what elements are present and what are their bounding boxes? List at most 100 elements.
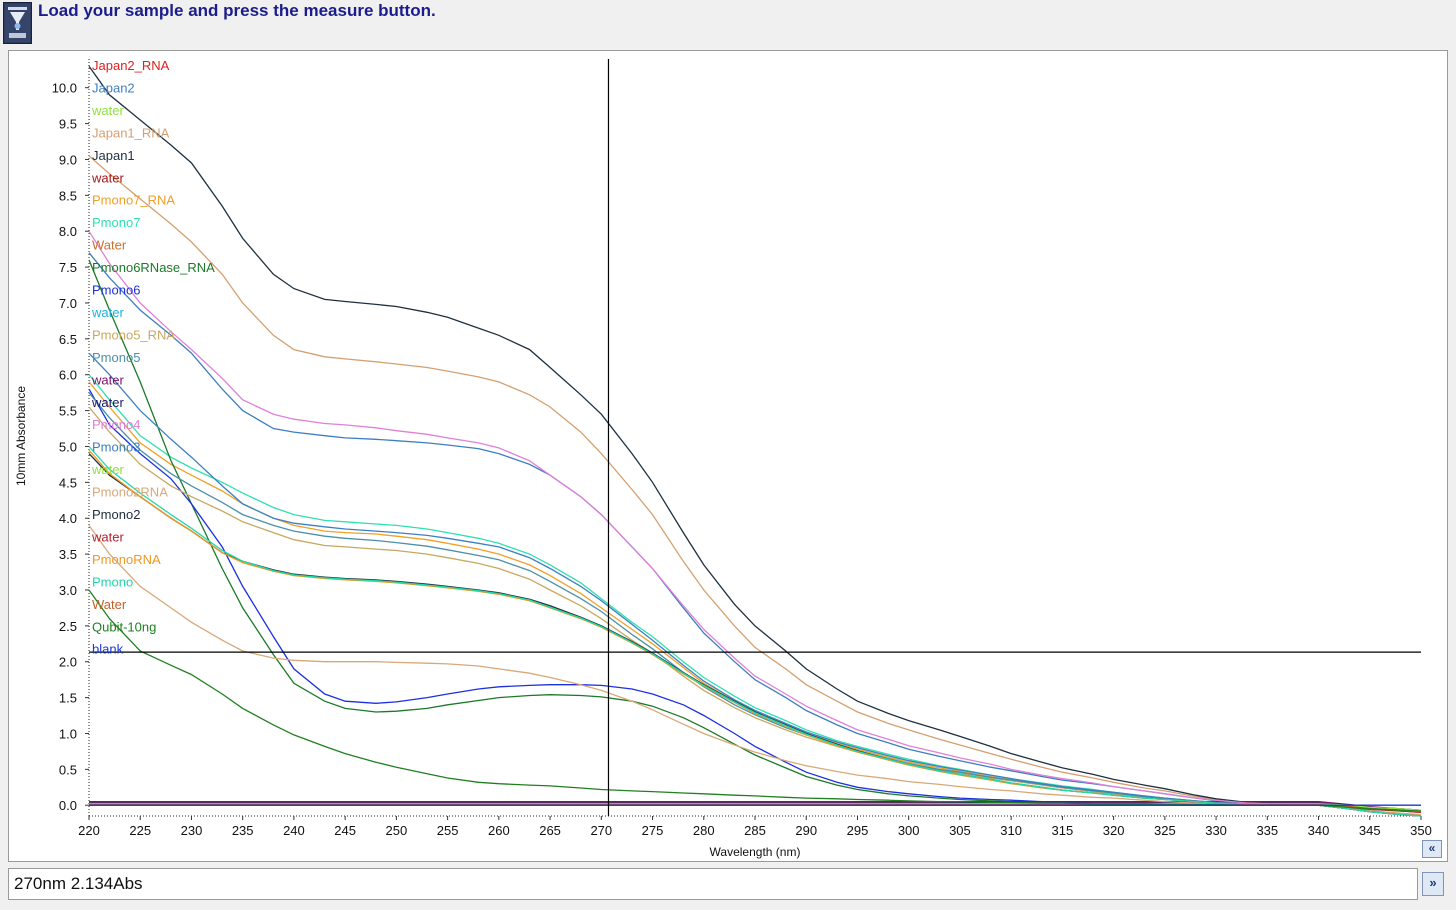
x-tick-label: 240 xyxy=(283,823,305,838)
axes: 220 225 230 235 240 245 250 255 260 265 270 275 280 2… xyxy=(52,59,1432,838)
legend-entry: water xyxy=(91,462,124,477)
x-tick-label: 230 xyxy=(181,823,203,838)
series-line-3 xyxy=(88,155,1422,817)
absorbance-chart[interactable]: 220 225 230 235 240 245 250 255 260 265 270 275 280 2… xyxy=(9,51,1447,861)
series-line-17 xyxy=(88,352,1422,817)
legend-entry: Pmono5_RNA xyxy=(92,327,175,342)
legend-entry: Pmono xyxy=(92,574,133,589)
y-tick-label: 0.0 xyxy=(59,798,77,813)
cursor-readout: 270nm 2.134Abs xyxy=(14,874,143,893)
series-line-1 xyxy=(88,252,1422,816)
x-tick-label: 260 xyxy=(488,823,510,838)
x-tick-label: 350 xyxy=(1410,823,1432,838)
legend-entry: Pmono4 xyxy=(92,417,140,432)
y-tick-label: 1.0 xyxy=(59,726,77,741)
y-axis-title: 10mm Absorbance xyxy=(14,386,28,486)
y-tick-label: 2.5 xyxy=(59,619,77,634)
x-tick-label: 270 xyxy=(590,823,612,838)
y-tick-label: 0.5 xyxy=(59,762,77,777)
x-tick-label: 235 xyxy=(232,823,254,838)
legend-entry: Japan1 xyxy=(92,148,135,163)
x-tick-label: 300 xyxy=(898,823,920,838)
legend-entry: Qubit-10ng xyxy=(92,619,156,634)
x-tick-label: 285 xyxy=(744,823,766,838)
y-tick-label: 10.0 xyxy=(52,81,77,96)
x-tick-label: 245 xyxy=(334,823,356,838)
x-tick-label: 295 xyxy=(847,823,869,838)
x-tick-label: 345 xyxy=(1359,823,1381,838)
legend-entry: Water xyxy=(92,238,127,253)
x-tick-label: 220 xyxy=(78,823,100,838)
series-line-22 xyxy=(88,449,1422,817)
y-tick-label: 5.0 xyxy=(59,439,77,454)
legend-entry: water xyxy=(91,305,124,320)
legend-entry: Pmono5 xyxy=(92,350,140,365)
legend-entry: water xyxy=(91,103,124,118)
legend-entry: water xyxy=(91,395,124,410)
y-tick-label: 9.0 xyxy=(59,152,77,167)
spectrum-chart-panel[interactable]: 220 225 230 235 240 245 250 255 260 265 270 275 280 2… xyxy=(8,50,1448,862)
series-line-25 xyxy=(88,589,1422,812)
x-tick-label: 320 xyxy=(1103,823,1125,838)
legend-entry: Pmono6RNase_RNA xyxy=(92,260,215,275)
series-line-10 xyxy=(88,388,1422,812)
x-tick-label: 265 xyxy=(539,823,561,838)
app-logo-icon xyxy=(3,2,32,44)
series-line-19 xyxy=(88,525,1422,816)
x-tick-label: 310 xyxy=(1000,823,1022,838)
y-tick-label: 6.5 xyxy=(59,332,77,347)
y-tick-label: 4.5 xyxy=(59,475,77,490)
status-bar: 270nm 2.134Abs xyxy=(8,868,1418,900)
x-tick-label: 335 xyxy=(1256,823,1278,838)
series-line-4 xyxy=(88,65,1422,817)
series-line-7 xyxy=(88,374,1422,816)
collapse-button[interactable]: « xyxy=(1422,840,1442,858)
y-tick-label: 8.5 xyxy=(59,188,77,203)
y-tick-label: 6.0 xyxy=(59,368,77,383)
series-line-6 xyxy=(88,381,1422,817)
y-tick-label: 7.0 xyxy=(59,296,77,311)
y-tick-label: 3.5 xyxy=(59,547,77,562)
x-axis-title: Wavelength (nm) xyxy=(710,845,801,859)
legend-entry: Pmono7_RNA xyxy=(92,193,175,208)
page-title: Load your sample and press the measure b… xyxy=(38,1,436,20)
legend-entry: water xyxy=(91,372,124,387)
legend-entry: Japan2_RNA xyxy=(92,58,170,73)
y-tick-label: 3.0 xyxy=(59,583,77,598)
y-tick-label: 8.0 xyxy=(59,224,77,239)
legend-entry: Japan2 xyxy=(92,80,135,95)
legend-entry: Pmono7 xyxy=(92,215,140,230)
x-tick-label: 280 xyxy=(693,823,715,838)
x-tick-label: 255 xyxy=(437,823,459,838)
y-tick-label: 4.0 xyxy=(59,511,77,526)
legend-entry: PmonoRNA xyxy=(92,552,161,567)
y-tick-label: 9.5 xyxy=(59,117,77,132)
y-tick-label: 2.0 xyxy=(59,655,77,670)
legend-entry: Japan1_RNA xyxy=(92,125,170,140)
legend: Japan2_RNA Japan2 water Japan1_RNA Japan1 wat… xyxy=(91,58,215,657)
legend-entry: Pmono3 xyxy=(92,440,140,455)
x-tick-label: 305 xyxy=(949,823,971,838)
x-tick-label: 340 xyxy=(1308,823,1330,838)
expand-button[interactable]: » xyxy=(1422,872,1444,896)
x-tick-label: 290 xyxy=(795,823,817,838)
x-tick-label: 315 xyxy=(1052,823,1074,838)
series-lines xyxy=(88,65,1422,817)
x-tick-label: 250 xyxy=(386,823,408,838)
y-tick-label: 7.5 xyxy=(59,260,77,275)
series-line-20 xyxy=(88,453,1422,817)
x-tick-label: 225 xyxy=(129,823,151,838)
legend-entry: Water xyxy=(92,597,127,612)
legend-entry: Pmono2RNA xyxy=(92,485,168,500)
series-line-16 xyxy=(88,230,1422,817)
crosshair-cursor xyxy=(89,59,1421,816)
y-tick-label: 1.5 xyxy=(59,691,77,706)
x-tick-label: 330 xyxy=(1205,823,1227,838)
legend-entry: water xyxy=(91,170,124,185)
series-line-9 xyxy=(88,259,1422,812)
x-tick-label: 325 xyxy=(1154,823,1176,838)
series-line-21 xyxy=(89,804,1422,814)
x-tick-label: 275 xyxy=(642,823,664,838)
y-tick-label: 5.5 xyxy=(59,404,77,419)
legend-entry: Pmono2 xyxy=(92,507,140,522)
